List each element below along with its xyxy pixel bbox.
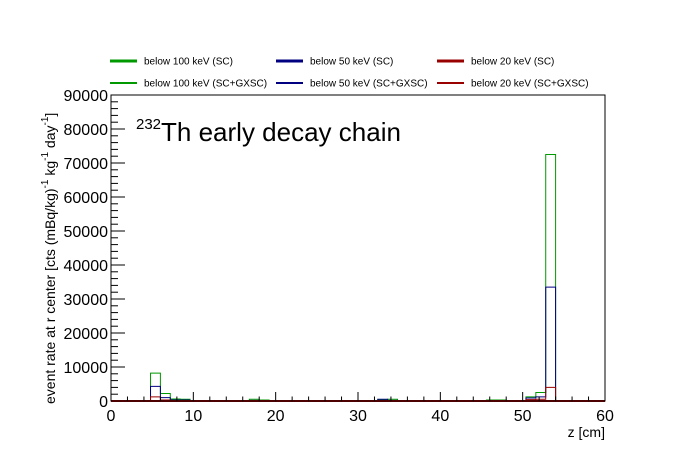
legend-label: below 50 keV (SC) — [310, 57, 393, 68]
y-tick-label: 60000 — [64, 190, 109, 207]
x-axis-label: z [cm] — [568, 424, 605, 440]
y-tick-label: 10000 — [64, 360, 109, 377]
ylabel-part-c: day — [42, 126, 58, 152]
ylabel-sup-a: -1 — [40, 179, 51, 188]
y-tick-label: 20000 — [64, 326, 109, 343]
y-tick-label: 0 — [99, 394, 108, 411]
x-tick-label: 50 — [514, 408, 532, 425]
y-tick-label: 70000 — [64, 156, 109, 173]
y-tick-label: 90000 — [64, 88, 109, 105]
x-tick-label: 40 — [431, 408, 449, 425]
title-main: Th early decay chain — [161, 117, 401, 147]
ylabel-part-a: event rate at r center [cts (mBq/kg) — [42, 188, 58, 404]
x-tick-label: 10 — [184, 408, 202, 425]
y-axis-ticks: 0 10000 20000 30000 40000 50000 60000 70000 8000… — [64, 88, 125, 411]
y-tick-label: 80000 — [64, 122, 109, 139]
x-tick-label: 20 — [267, 408, 285, 425]
y-tick-label: 50000 — [64, 224, 109, 241]
legend-label: below 100 keV (SC) — [144, 57, 233, 68]
legend-label: below 20 keV (SC+GXSC) — [471, 79, 589, 90]
y-tick-label: 30000 — [64, 292, 109, 309]
x-tick-label: 0 — [107, 408, 116, 425]
legend: below 100 keV (SC) below 50 keV (SC) below… — [110, 57, 589, 90]
x-axis-ticks: 0 10 20 30 40 50 60 — [107, 392, 614, 425]
y-axis-label: event rate at r center [cts (mBq/kg)-1 k… — [40, 113, 58, 404]
legend-label: below 20 keV (SC) — [471, 57, 554, 68]
legend-label: below 50 keV (SC+GXSC) — [310, 79, 428, 90]
ylabel-sup-b: -1 — [40, 152, 51, 161]
x-tick-label: 60 — [596, 408, 614, 425]
ylabel-sup-c: -1 — [40, 116, 51, 125]
y-tick-label: 40000 — [64, 258, 109, 275]
title-superscript: 232 — [136, 116, 161, 133]
ylabel-part-b: kg — [42, 161, 58, 180]
x-tick-label: 30 — [349, 408, 367, 425]
ylabel-part-d: ] — [42, 113, 58, 117]
chart-title: 232Th early decay chain — [136, 116, 401, 147]
legend-label: below 100 keV (SC+GXSC) — [144, 79, 267, 90]
